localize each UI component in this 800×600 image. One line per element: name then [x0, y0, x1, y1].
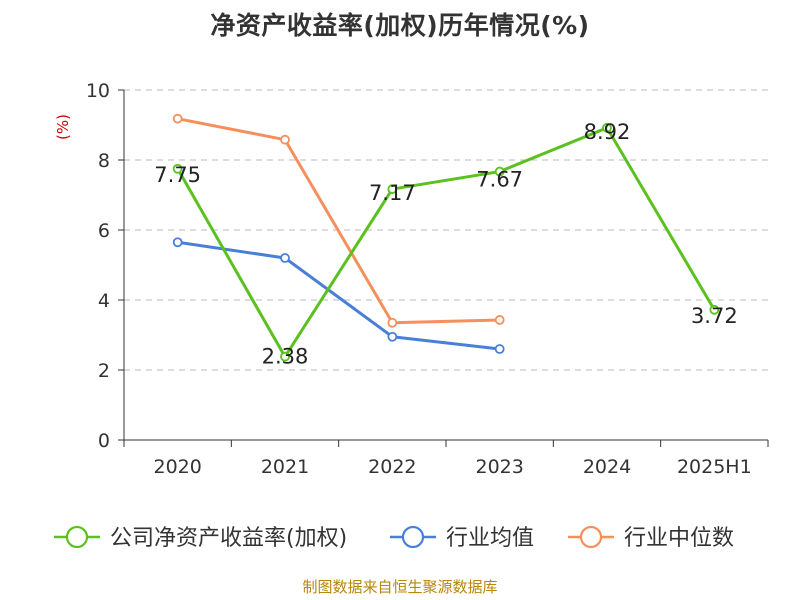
- data-label: 7.17: [369, 181, 416, 205]
- y-tick-label: 8: [98, 150, 110, 172]
- series-2-point: [172, 113, 183, 124]
- legend-item: 行业中位数: [568, 525, 734, 551]
- legend-label: 公司净资产收益率(加权): [110, 526, 347, 551]
- y-tick-label: 0: [98, 430, 110, 452]
- series-2-point: [280, 134, 290, 145]
- data-label: 7.67: [476, 168, 523, 192]
- legend-item: 行业均值: [390, 525, 534, 551]
- series-0-line: [176, 126, 716, 359]
- data-label: 7.75: [154, 163, 201, 187]
- y-tick-label: 6: [98, 220, 110, 242]
- legend-item: 公司净资产收益率(加权): [54, 525, 347, 551]
- series-0-point: [172, 163, 183, 174]
- x-tick-label: 2023: [475, 456, 523, 478]
- legend-label: 行业中位数: [624, 526, 734, 551]
- series-1-point: [494, 344, 505, 354]
- x-tick-label: 2021: [261, 456, 309, 478]
- series-2-point: [494, 315, 505, 325]
- series-2-point: [387, 317, 398, 328]
- source-note: 制图数据来自恒生聚源数据库: [302, 578, 498, 596]
- grid-lines: [124, 89, 768, 371]
- data-label: 3.72: [691, 304, 738, 328]
- chart-title: 净资产收益率(加权)历年情况(%): [210, 11, 590, 40]
- series-2-line: [177, 117, 500, 325]
- series-layer: [172, 113, 720, 362]
- y-tick-label: 10: [86, 80, 110, 102]
- y-tick-label: 4: [98, 290, 110, 312]
- data-label: 2.38: [262, 345, 309, 369]
- axes: 0 2 4 6 8 10 (%) 2020 2021 2022 2023 2024 2025H1: [54, 80, 769, 478]
- legend: 公司净资产收益率(加权) 行业均值 行业中位数: [54, 525, 734, 551]
- series-0-point: [280, 351, 290, 362]
- legend-label: 行业均值: [446, 526, 534, 551]
- data-label: 8.92: [584, 120, 631, 144]
- legend-swatch-marker: [401, 525, 425, 549]
- series-1-point: [387, 331, 398, 342]
- data-labels: 7.75 2.38 7.17 7.67 8.92 3.72: [154, 120, 737, 369]
- x-tick-label: 2024: [583, 456, 631, 478]
- legend-swatch-marker: [65, 525, 89, 549]
- x-tick-label: 2025H1: [677, 456, 752, 478]
- series-1-point: [280, 253, 290, 263]
- x-tick-label: 2020: [153, 456, 201, 478]
- series-0-point: [494, 166, 505, 177]
- series-0-point: [709, 304, 720, 315]
- legend-swatch-marker: [579, 525, 603, 549]
- series-0-point: [602, 122, 612, 133]
- series-0-point: [387, 184, 398, 194]
- x-tick-label: 2022: [368, 456, 416, 478]
- series-1-point: [172, 237, 183, 248]
- y-axis-label: (%): [54, 114, 72, 140]
- series-1-line: [177, 240, 500, 351]
- y-tick-label: 2: [98, 360, 110, 382]
